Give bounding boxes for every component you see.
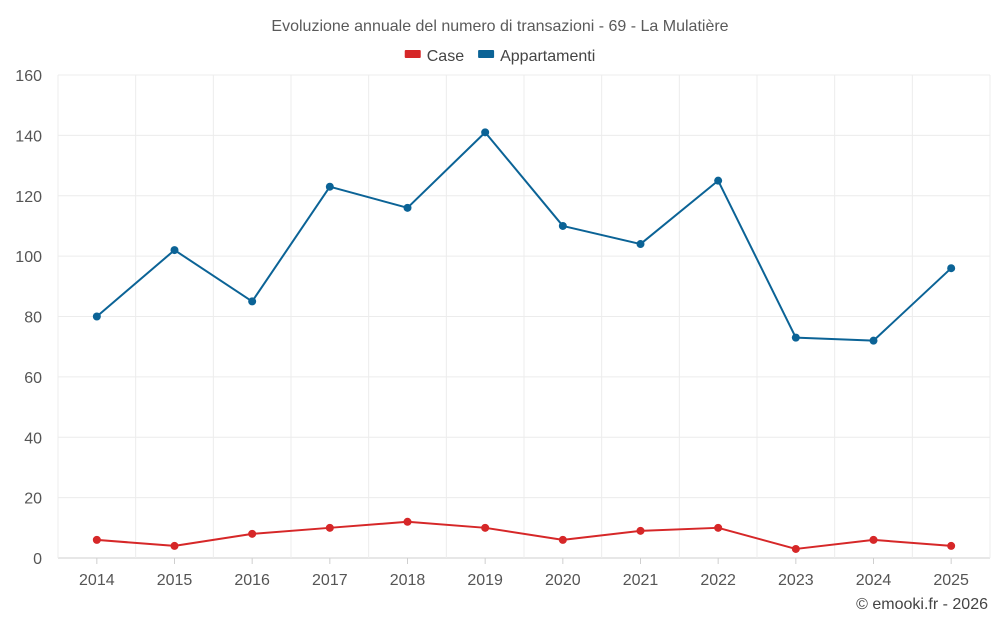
y-axis: 0 20 40 60 80 100 120 140 160 [15,68,42,568]
series-appartamenti [92,128,956,345]
x-tick-label: 2019 [467,572,503,589]
data-point-appartamenti [92,312,101,321]
data-point-appartamenti [325,182,334,191]
legend-swatch-appartamenti [478,50,495,58]
data-point-case [403,517,412,526]
grid-lines [57,74,991,559]
x-tick-label: 2017 [312,572,348,589]
legend-label: Case [427,48,464,65]
y-tick-label: 160 [15,68,42,85]
x-tick-label: 2018 [390,572,426,589]
y-tick-label: 120 [15,189,42,206]
credit-text: © emooki.fr - 2026 [856,596,988,613]
y-tick-label: 80 [24,310,42,327]
legend-swatch-case [404,50,421,58]
data-point-appartamenti [869,336,878,345]
x-tick-label: 2016 [234,572,270,589]
y-tick-label: 20 [24,491,42,508]
data-point-case [947,541,956,550]
y-tick-label: 0 [33,551,42,568]
x-tick-label: 2020 [545,572,581,589]
data-point-appartamenti [170,246,179,255]
data-point-appartamenti [714,176,723,185]
data-point-appartamenti [403,203,412,212]
data-point-appartamenti [248,297,257,306]
data-point-case [558,535,567,544]
x-tick-label: 2014 [79,572,115,589]
legend-label: Appartamenti [500,48,595,65]
data-point-appartamenti [791,333,800,342]
data-point-case [170,541,179,550]
x-tick-label: 2025 [933,572,969,589]
series-case [92,517,956,553]
data-point-appartamenti [636,240,645,249]
y-tick-label: 60 [24,370,42,387]
data-point-case [714,523,723,532]
data-point-case [869,535,878,544]
x-axis: 2014 2015 2016 2017 2018 2019 2020 2021 2022 2023… [79,558,969,589]
x-tick-label: 2021 [623,572,659,589]
x-tick-label: 2015 [157,572,193,589]
data-point-appartamenti [481,128,490,137]
data-point-case [325,523,334,532]
x-tick-label: 2022 [700,572,736,589]
data-point-appartamenti [558,221,567,230]
series-line-case [96,520,952,550]
data-point-case [481,523,490,532]
chart-title: Evoluzione annuale del numero di transaz… [271,18,728,35]
x-tick-label: 2024 [856,572,892,589]
series-line-appartamenti [96,131,952,342]
y-tick-label: 140 [15,128,42,145]
series-layer [92,128,956,553]
data-point-case [248,529,257,538]
data-point-case [791,544,800,553]
data-point-appartamenti [947,264,956,273]
legend: Case Appartamenti [404,48,595,65]
data-point-case [92,535,101,544]
y-tick-label: 40 [24,430,42,447]
x-tick-label: 2023 [778,572,814,589]
data-point-case [636,526,645,535]
y-tick-label: 100 [15,249,42,266]
